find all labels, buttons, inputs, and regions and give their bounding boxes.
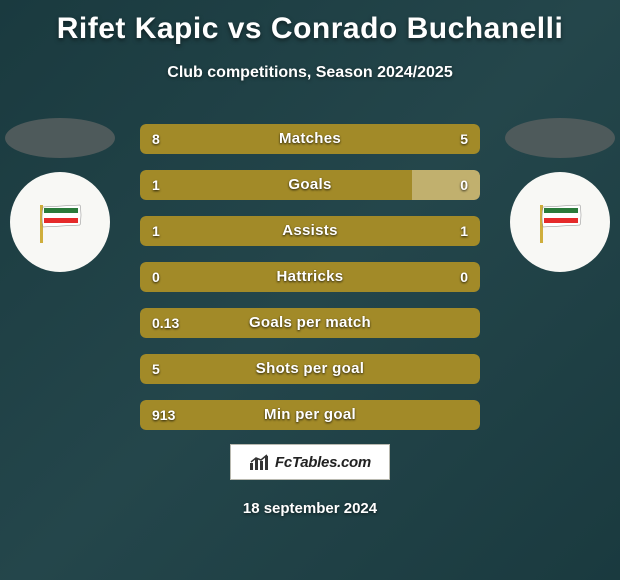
club-crest-left-icon — [30, 195, 90, 250]
stat-row: 00Hattricks — [140, 262, 480, 292]
stats-bars: 85Matches 10Goals 11Assists 00Hattricks 0.13… — [140, 124, 480, 446]
brand-text: FcTables.com — [275, 454, 371, 471]
comparison-subtitle: Club competitions, Season 2024/2025 — [0, 64, 620, 82]
stat-row: 11Assists — [140, 216, 480, 246]
comparison-title: Rifet Kapic vs Conrado Buchanelli — [0, 0, 620, 46]
stat-label: Hattricks — [140, 262, 480, 292]
stat-row: 5Shots per goal — [140, 354, 480, 384]
stat-row: 85Matches — [140, 124, 480, 154]
stat-label: Matches — [140, 124, 480, 154]
stat-row: 10Goals — [140, 170, 480, 200]
stat-row: 913Min per goal — [140, 400, 480, 430]
brand-badge: FcTables.com — [230, 444, 390, 480]
stat-label: Shots per goal — [140, 354, 480, 384]
stat-label: Goals — [140, 170, 480, 200]
club-badge-right — [510, 172, 610, 272]
club-crest-right-icon — [530, 195, 590, 250]
snapshot-date: 18 september 2024 — [0, 500, 620, 517]
player-left-shadow — [5, 118, 115, 158]
stat-label: Min per goal — [140, 400, 480, 430]
stat-label: Goals per match — [140, 308, 480, 338]
player-right-shadow — [505, 118, 615, 158]
club-badge-left — [10, 172, 110, 272]
stat-row: 0.13Goals per match — [140, 308, 480, 338]
stat-label: Assists — [140, 216, 480, 246]
brand-chart-icon — [249, 453, 269, 471]
